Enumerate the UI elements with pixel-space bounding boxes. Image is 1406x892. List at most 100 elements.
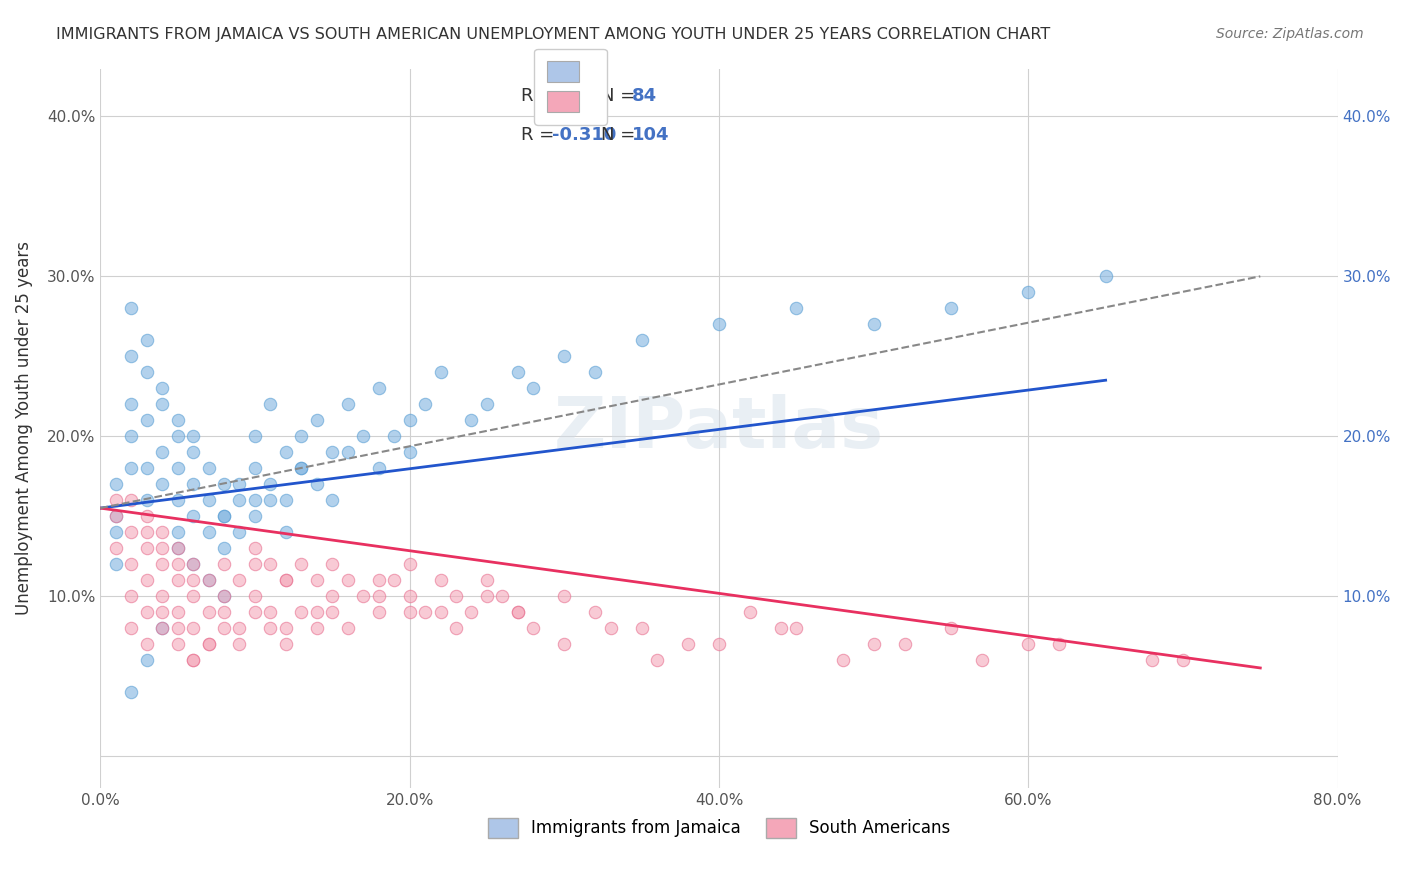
Point — [785, 621, 807, 635]
Point — [135, 573, 157, 587]
Point — [259, 557, 281, 571]
Point — [212, 589, 235, 603]
Point — [367, 573, 389, 587]
Point — [321, 557, 343, 571]
Point — [290, 605, 312, 619]
Point — [181, 429, 204, 443]
Point — [166, 557, 188, 571]
Point — [150, 621, 173, 635]
Point — [336, 445, 359, 459]
Point — [212, 541, 235, 555]
Point — [120, 301, 142, 316]
Point — [243, 605, 266, 619]
Point — [305, 477, 328, 491]
Point — [259, 605, 281, 619]
Point — [212, 477, 235, 491]
Point — [352, 429, 374, 443]
Point — [305, 413, 328, 427]
Point — [150, 621, 173, 635]
Point — [970, 653, 993, 667]
Point — [630, 621, 652, 635]
Point — [367, 605, 389, 619]
Point — [181, 445, 204, 459]
Point — [769, 621, 792, 635]
Point — [135, 461, 157, 475]
Point — [150, 477, 173, 491]
Point — [259, 397, 281, 411]
Point — [583, 365, 606, 379]
Point — [166, 637, 188, 651]
Point — [212, 557, 235, 571]
Point — [228, 493, 250, 508]
Point — [150, 557, 173, 571]
Point — [197, 573, 219, 587]
Point — [181, 621, 204, 635]
Point — [120, 429, 142, 443]
Point — [522, 381, 544, 395]
Point — [475, 589, 498, 603]
Point — [166, 541, 188, 555]
Point — [738, 605, 761, 619]
Point — [166, 429, 188, 443]
Point — [413, 605, 436, 619]
Point — [166, 493, 188, 508]
Point — [212, 621, 235, 635]
Point — [243, 429, 266, 443]
Point — [1094, 269, 1116, 284]
Point — [321, 445, 343, 459]
Point — [553, 637, 575, 651]
Point — [398, 413, 420, 427]
Point — [336, 397, 359, 411]
Text: 0.223: 0.223 — [553, 87, 609, 104]
Point — [150, 381, 173, 395]
Point — [274, 573, 297, 587]
Point — [120, 621, 142, 635]
Point — [382, 573, 405, 587]
Text: N =: N = — [602, 126, 641, 145]
Point — [274, 493, 297, 508]
Point — [228, 477, 250, 491]
Point — [398, 445, 420, 459]
Point — [150, 445, 173, 459]
Point — [367, 381, 389, 395]
Point — [429, 573, 451, 587]
Point — [274, 637, 297, 651]
Point — [429, 605, 451, 619]
Point — [135, 333, 157, 347]
Point — [150, 397, 173, 411]
Point — [104, 557, 127, 571]
Text: 104: 104 — [633, 126, 669, 145]
Point — [166, 541, 188, 555]
Point — [522, 621, 544, 635]
Point — [197, 461, 219, 475]
Point — [243, 557, 266, 571]
Point — [398, 557, 420, 571]
Point — [475, 397, 498, 411]
Point — [259, 477, 281, 491]
Point — [1047, 637, 1070, 651]
Point — [305, 605, 328, 619]
Point — [305, 573, 328, 587]
Point — [150, 605, 173, 619]
Point — [491, 589, 513, 603]
Point — [243, 461, 266, 475]
Point — [104, 525, 127, 540]
Point — [120, 557, 142, 571]
Point — [553, 589, 575, 603]
Point — [336, 573, 359, 587]
Point — [104, 493, 127, 508]
Point — [228, 525, 250, 540]
Point — [120, 349, 142, 363]
Point — [197, 605, 219, 619]
Point — [1140, 653, 1163, 667]
Legend: Immigrants from Jamaica, South Americans: Immigrants from Jamaica, South Americans — [481, 812, 957, 844]
Point — [181, 557, 204, 571]
Text: Source: ZipAtlas.com: Source: ZipAtlas.com — [1216, 27, 1364, 41]
Point — [676, 637, 699, 651]
Point — [583, 605, 606, 619]
Point — [785, 301, 807, 316]
Text: R =: R = — [522, 126, 560, 145]
Point — [181, 477, 204, 491]
Point — [243, 589, 266, 603]
Text: R =: R = — [522, 87, 560, 104]
